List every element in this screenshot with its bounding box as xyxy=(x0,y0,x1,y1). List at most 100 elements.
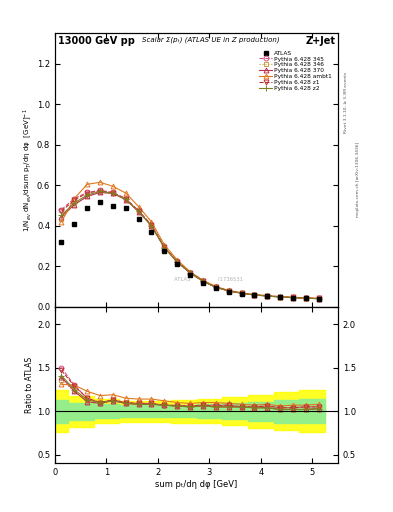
Pythia 6.428 346 xyxy=(59,216,64,222)
Pythia 6.428 370 xyxy=(72,202,77,208)
Pythia 6.428 345 xyxy=(265,293,270,299)
Pythia 6.428 z1 xyxy=(123,196,128,202)
Pythia 6.428 345 xyxy=(278,294,283,300)
ATLAS xyxy=(149,229,154,235)
Pythia 6.428 345 xyxy=(290,294,295,301)
ATLAS xyxy=(162,248,167,254)
Pythia 6.428 z2 xyxy=(200,278,205,284)
Pythia 6.428 345 xyxy=(59,206,64,212)
Pythia 6.428 z2 xyxy=(136,208,141,215)
Pythia 6.428 346 xyxy=(200,278,205,284)
Pythia 6.428 345 xyxy=(226,288,231,294)
Pythia 6.428 346 xyxy=(316,295,321,302)
Pythia 6.428 345 xyxy=(136,207,141,214)
Pythia 6.428 z1 xyxy=(278,294,283,300)
Pythia 6.428 z2 xyxy=(252,292,257,298)
Pythia 6.428 345 xyxy=(188,269,193,275)
Pythia 6.428 370 xyxy=(265,293,270,299)
Pythia 6.428 z1 xyxy=(162,244,167,250)
Line: Pythia 6.428 ambt1: Pythia 6.428 ambt1 xyxy=(59,180,321,301)
Pythia 6.428 346 xyxy=(226,288,231,294)
Pythia 6.428 z1 xyxy=(252,292,257,298)
Pythia 6.428 z1 xyxy=(316,295,321,302)
Pythia 6.428 z1 xyxy=(213,284,218,290)
Pythia 6.428 z1 xyxy=(149,222,154,228)
Pythia 6.428 370 xyxy=(226,288,231,294)
Pythia 6.428 ambt1 xyxy=(278,293,283,300)
Pythia 6.428 370 xyxy=(136,208,141,215)
Pythia 6.428 ambt1 xyxy=(316,295,321,302)
Pythia 6.428 z1 xyxy=(226,288,231,294)
Pythia 6.428 ambt1 xyxy=(226,287,231,293)
Pythia 6.428 345 xyxy=(110,189,115,196)
Pythia 6.428 z2 xyxy=(149,223,154,229)
ATLAS xyxy=(265,293,270,300)
ATLAS xyxy=(239,291,244,297)
Text: 13000 GeV pp: 13000 GeV pp xyxy=(58,36,135,46)
Pythia 6.428 345 xyxy=(239,290,244,296)
ATLAS xyxy=(98,199,103,205)
Pythia 6.428 z2 xyxy=(290,294,295,301)
Pythia 6.428 345 xyxy=(316,295,321,302)
ATLAS xyxy=(290,295,295,301)
Pythia 6.428 345 xyxy=(175,258,180,264)
Pythia 6.428 z2 xyxy=(175,259,180,265)
Pythia 6.428 z1 xyxy=(72,197,77,203)
Pythia 6.428 346 xyxy=(213,284,218,290)
Pythia 6.428 346 xyxy=(72,202,77,208)
Pythia 6.428 345 xyxy=(98,187,103,194)
Pythia 6.428 z1 xyxy=(188,270,193,276)
Pythia 6.428 346 xyxy=(110,190,115,197)
Pythia 6.428 370 xyxy=(278,294,283,300)
Pythia 6.428 346 xyxy=(239,290,244,296)
Y-axis label: Ratio to ATLAS: Ratio to ATLAS xyxy=(25,357,34,413)
Line: Pythia 6.428 z2: Pythia 6.428 z2 xyxy=(58,188,322,302)
Line: Pythia 6.428 346: Pythia 6.428 346 xyxy=(59,190,321,301)
Pythia 6.428 370 xyxy=(188,270,193,276)
Text: ATLAS                 I1736531: ATLAS I1736531 xyxy=(174,278,243,282)
ATLAS xyxy=(123,205,128,211)
Pythia 6.428 346 xyxy=(149,223,154,229)
Pythia 6.428 ambt1 xyxy=(72,196,77,202)
Pythia 6.428 ambt1 xyxy=(59,219,64,225)
ATLAS xyxy=(226,289,231,295)
Pythia 6.428 370 xyxy=(290,294,295,301)
Pythia 6.428 ambt1 xyxy=(188,269,193,275)
Pythia 6.428 ambt1 xyxy=(162,242,167,248)
Pythia 6.428 346 xyxy=(188,270,193,276)
Pythia 6.428 z2 xyxy=(59,212,64,219)
Pythia 6.428 z2 xyxy=(85,192,90,198)
Pythia 6.428 z1 xyxy=(98,188,103,194)
ATLAS xyxy=(175,261,180,267)
Pythia 6.428 ambt1 xyxy=(213,284,218,290)
Pythia 6.428 z2 xyxy=(265,293,270,299)
Pythia 6.428 370 xyxy=(175,259,180,265)
Line: Pythia 6.428 345: Pythia 6.428 345 xyxy=(59,188,321,301)
ATLAS xyxy=(72,221,77,227)
Pythia 6.428 z2 xyxy=(226,288,231,294)
Pythia 6.428 ambt1 xyxy=(149,219,154,225)
Pythia 6.428 z2 xyxy=(303,295,308,302)
ATLAS xyxy=(200,280,205,286)
Pythia 6.428 z1 xyxy=(239,290,244,296)
Pythia 6.428 z2 xyxy=(72,200,77,206)
Pythia 6.428 370 xyxy=(200,278,205,284)
Pythia 6.428 ambt1 xyxy=(252,291,257,297)
Pythia 6.428 346 xyxy=(85,194,90,200)
Text: Scalar Σ(pₜ) (ATLAS UE in Z production): Scalar Σ(pₜ) (ATLAS UE in Z production) xyxy=(142,36,279,42)
Pythia 6.428 z2 xyxy=(278,294,283,300)
Pythia 6.428 345 xyxy=(85,189,90,196)
Text: mcplots.cern.ch [arXiv:1306.3436]: mcplots.cern.ch [arXiv:1306.3436] xyxy=(356,142,360,217)
Pythia 6.428 z2 xyxy=(162,245,167,251)
Pythia 6.428 z1 xyxy=(175,259,180,265)
Pythia 6.428 ambt1 xyxy=(265,292,270,298)
ATLAS xyxy=(59,239,64,245)
Pythia 6.428 z1 xyxy=(200,278,205,284)
Pythia 6.428 346 xyxy=(252,292,257,298)
Pythia 6.428 370 xyxy=(149,223,154,229)
Pythia 6.428 ambt1 xyxy=(290,294,295,301)
ATLAS xyxy=(252,292,257,298)
Line: ATLAS: ATLAS xyxy=(59,199,321,301)
Pythia 6.428 370 xyxy=(213,284,218,290)
Text: Rivet 3.1.10, ≥ 3.3M events: Rivet 3.1.10, ≥ 3.3M events xyxy=(344,72,348,133)
